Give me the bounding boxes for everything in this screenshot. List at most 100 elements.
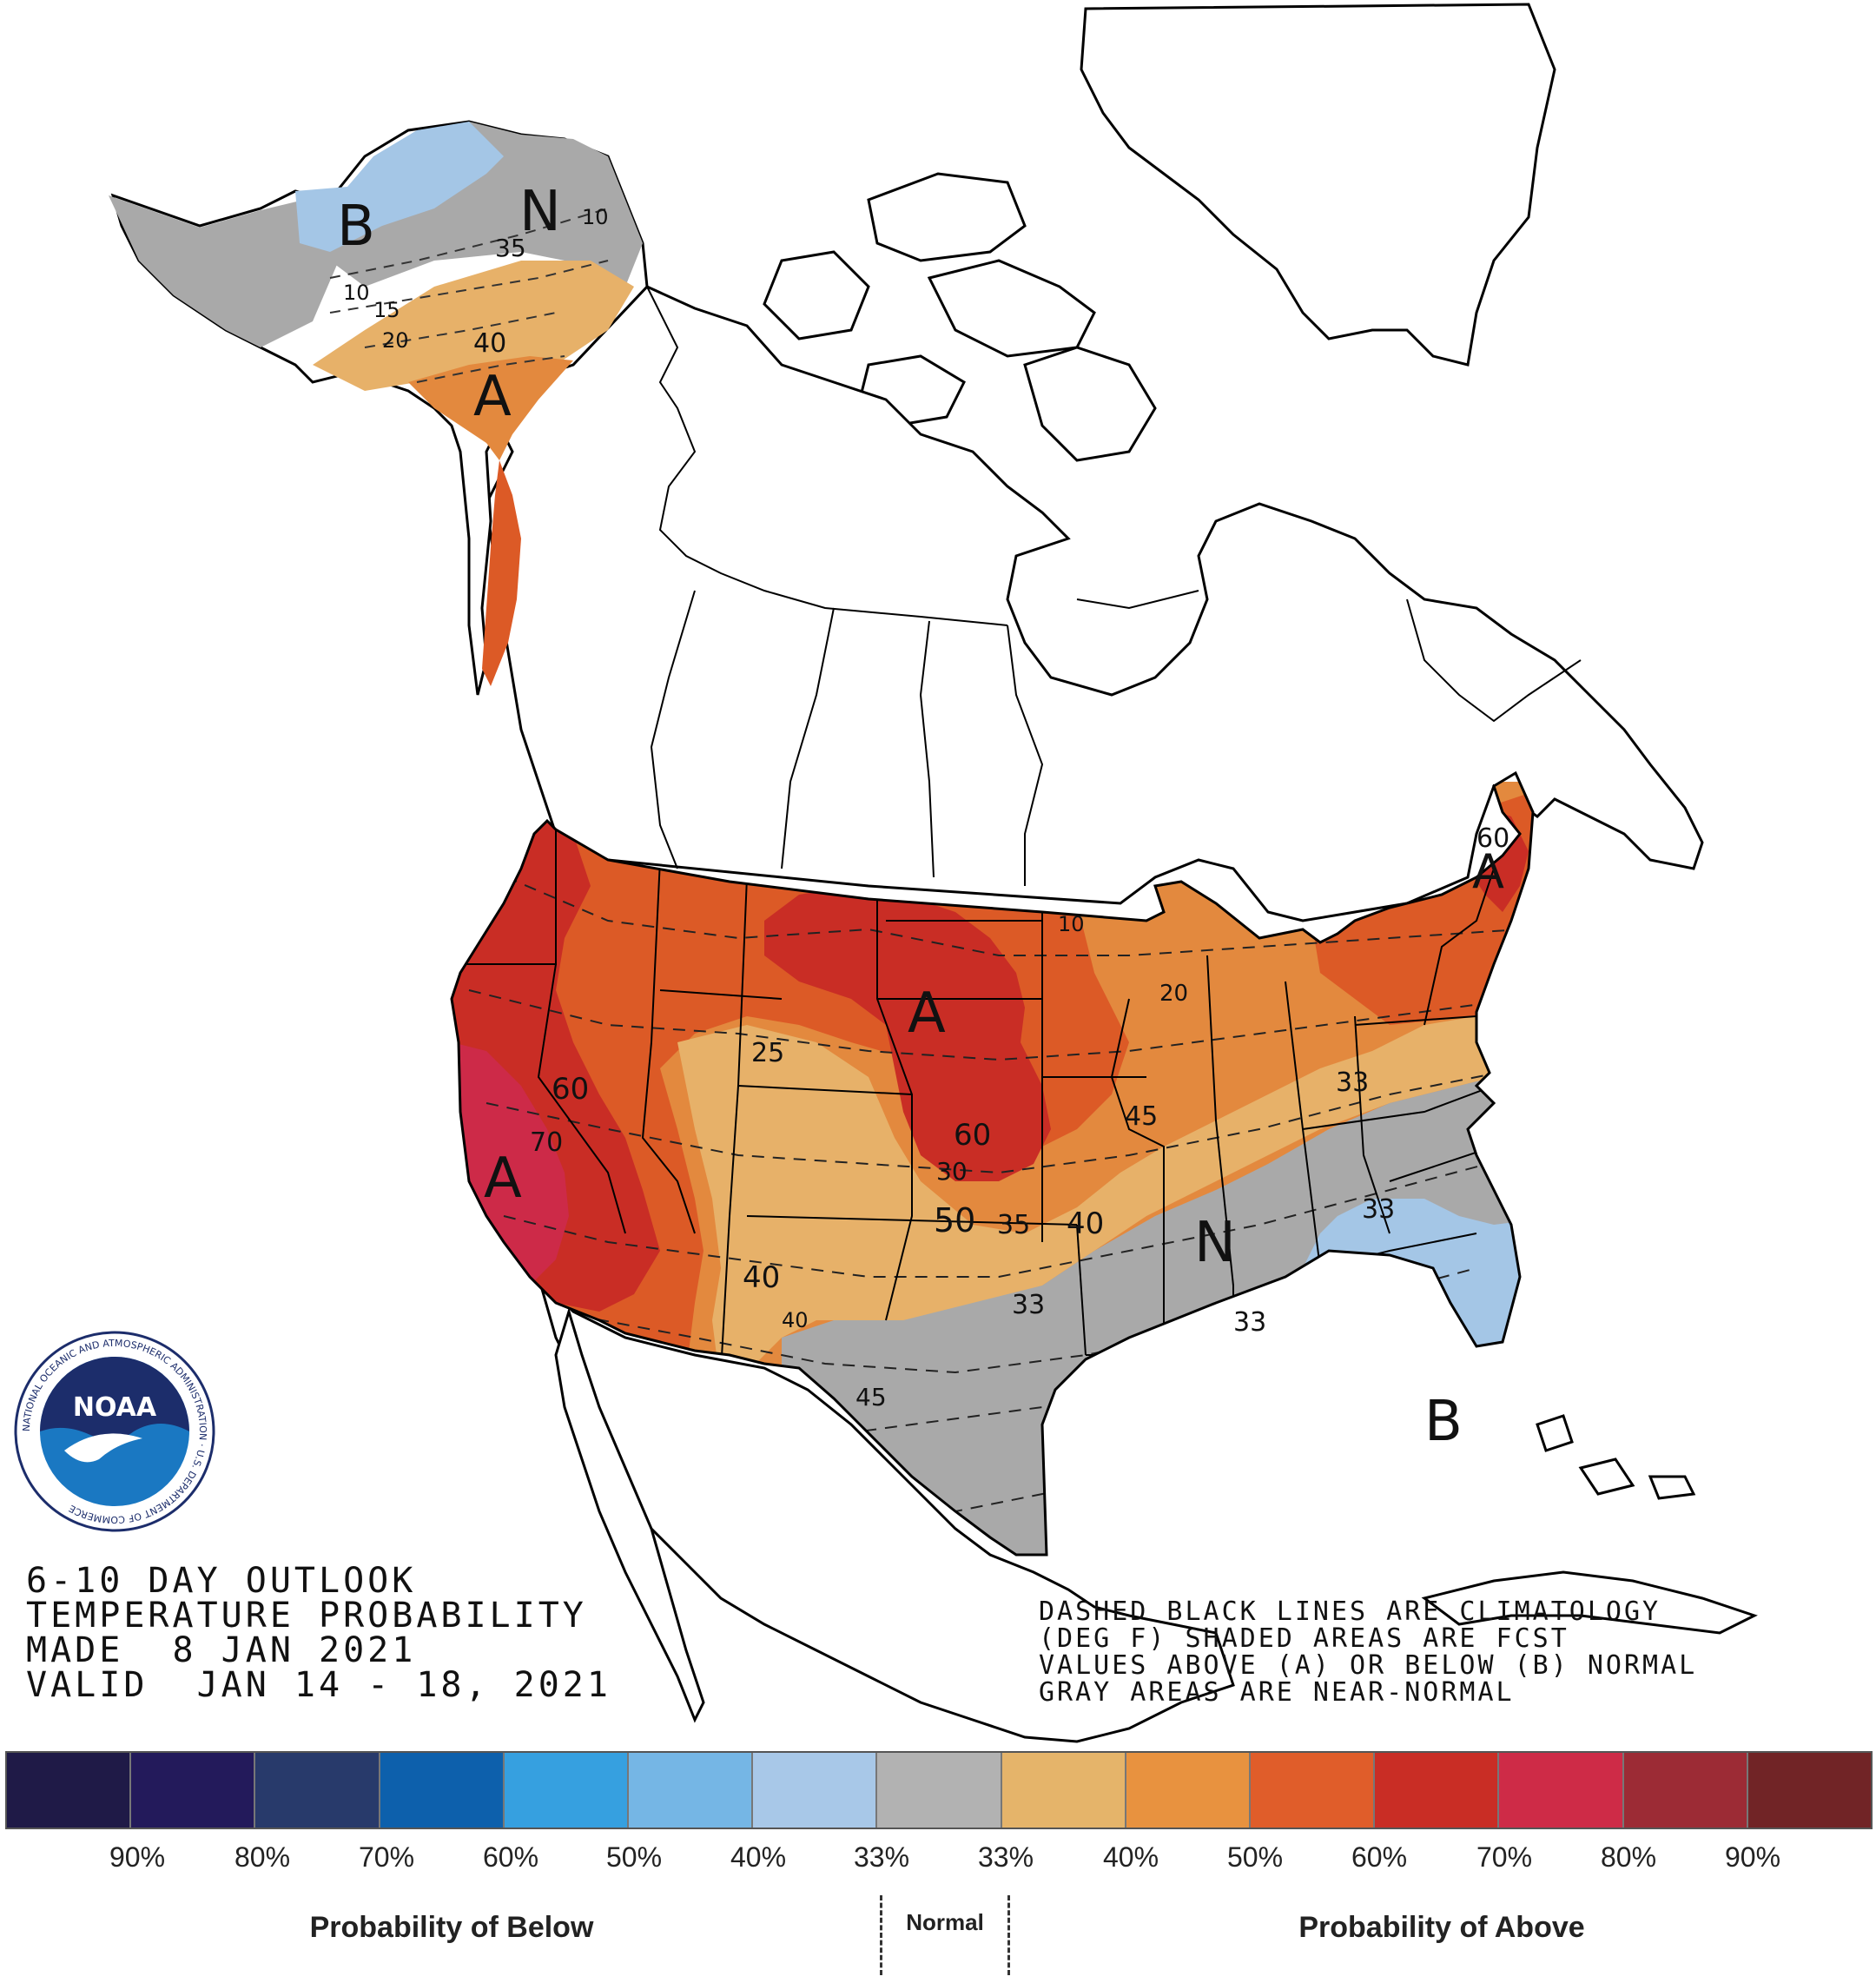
- valid-range: VALID JAN 14 - 18, 2021: [26, 1665, 611, 1705]
- island-outline: [1648, 1475, 1696, 1500]
- outlook-map: B N A A A A N B 35 40 10 10 15 20 25 60 …: [109, 3, 1758, 1743]
- below-caption: Probability of Below: [309, 1911, 594, 1944]
- climatology-lines: [468, 868, 1521, 1530]
- legend-below-label: 80%: [234, 1841, 291, 1873]
- contour-label: 50: [934, 1201, 975, 1239]
- noaa-logo-text: NOAA: [73, 1392, 157, 1423]
- contour-label: 33: [1233, 1307, 1266, 1338]
- above-60-northern-plains: [764, 886, 1051, 1181]
- alaska-below-letter: B: [337, 195, 375, 259]
- legend-swatch: [7, 1753, 132, 1828]
- legend-swatch: [1001, 1753, 1126, 1828]
- above-caption: Probability of Above: [1298, 1911, 1585, 1944]
- contour-label: 30: [936, 1157, 968, 1186]
- legend-below-label: 70%: [358, 1841, 415, 1873]
- contour-label: 33: [1362, 1194, 1395, 1225]
- contour-label: 40: [743, 1260, 780, 1295]
- contour-label: 15: [373, 298, 400, 322]
- greenland-outline: [1080, 3, 1556, 367]
- legend-swatch: [1251, 1753, 1376, 1828]
- note-line: VALUES ABOVE (A) OR BELOW (B) NORMAL: [1039, 1650, 1698, 1681]
- contour-label: 33: [1012, 1290, 1045, 1320]
- contour-label: 20: [382, 328, 409, 353]
- contour-label: 40: [782, 1308, 809, 1332]
- region-letters: B N A A A A N B: [337, 180, 1504, 1454]
- island-outline: [1578, 1458, 1635, 1496]
- alaska-shading: [109, 122, 643, 686]
- legend-swatch: [1375, 1753, 1500, 1828]
- map-notes: DASHED BLACK LINES ARE CLIMATOLOGY (DEG …: [1039, 1598, 1697, 1706]
- legend-below-label: 40%: [730, 1841, 787, 1873]
- plains-above-letter: A: [908, 982, 946, 1046]
- legend-below-label: 33%: [853, 1841, 910, 1873]
- made-date: MADE 8 JAN 2021: [26, 1630, 417, 1670]
- contour-label: 45: [855, 1383, 887, 1411]
- noaa-logo: NATIONAL OCEANIC AND ATMOSPHERIC ADMINIS…: [14, 1331, 215, 1532]
- outlook-title: 6-10 DAY OUTLOOK: [26, 1561, 417, 1601]
- legend-swatch: [1499, 1753, 1624, 1828]
- legend-above-label: 60%: [1351, 1841, 1408, 1873]
- baja-outline: [554, 1306, 705, 1723]
- legend-above-label: 33%: [977, 1841, 1034, 1873]
- note-line: (DEG F) SHADED AREAS ARE FCST: [1039, 1623, 1569, 1654]
- central-normal-letter: N: [1194, 1211, 1236, 1275]
- alaska-above-33: [313, 261, 634, 391]
- contour-label: 33: [1336, 1068, 1369, 1098]
- alaska-above-40: [408, 356, 573, 460]
- legend-swatch: [131, 1753, 256, 1828]
- legend-swatch: [1747, 1753, 1872, 1828]
- contour-label: 60: [552, 1072, 589, 1107]
- legend-above-label: 50%: [1226, 1841, 1284, 1873]
- contour-label: 40: [1067, 1206, 1104, 1241]
- legend-below-label: 60%: [482, 1841, 539, 1873]
- legend-below-label: 50%: [605, 1841, 663, 1873]
- conus-outline: [450, 770, 1535, 1557]
- legend-swatch: [255, 1753, 380, 1828]
- florida-below-letter: B: [1424, 1390, 1463, 1454]
- contour-label: 40: [473, 328, 506, 359]
- above-33-band: [677, 1016, 1529, 1390]
- arctic-island-outline: [927, 259, 1096, 358]
- contour-label: 60: [1476, 823, 1509, 854]
- legend-swatch: [1126, 1753, 1252, 1828]
- alaska-near-normal: [109, 195, 339, 347]
- legend-swatch: [504, 1753, 630, 1828]
- legend-below-label: 90%: [109, 1841, 166, 1873]
- alaska-normal-letter: N: [519, 180, 561, 244]
- contour-label: 10: [582, 205, 609, 229]
- arctic-island-outline: [763, 250, 870, 340]
- note-line: GRAY AREAS ARE NEAR-NORMAL: [1039, 1677, 1515, 1708]
- contour-labels: 35 40 10 10 15 20 25 60 70 60 30 50 35 4…: [343, 205, 1509, 1411]
- outlook-title-block: 6-10 DAY OUTLOOK TEMPERATURE PROBABILITY…: [26, 1563, 611, 1702]
- legend-above-label: 80%: [1600, 1841, 1657, 1873]
- legend-swatch: [753, 1753, 878, 1828]
- legend-above-label: 90%: [1724, 1841, 1781, 1873]
- probability-legend-bar: [5, 1751, 1873, 1829]
- contour-label: 60: [954, 1118, 991, 1153]
- legend-divider-right: [1007, 1895, 1010, 1975]
- legend-divider-left: [880, 1895, 882, 1975]
- contour-label: 70: [530, 1127, 563, 1158]
- normal-caption: Normal: [906, 1909, 984, 1935]
- alaska-below-33: [295, 122, 504, 252]
- island-outline: [1536, 1414, 1574, 1452]
- province-boundaries: [646, 286, 1582, 886]
- contour-label: 25: [751, 1038, 784, 1068]
- contour-label: 35: [495, 234, 526, 262]
- contour-label: 10: [343, 281, 370, 305]
- contour-label: 10: [1058, 912, 1085, 936]
- arctic-island-outline: [867, 172, 1027, 262]
- legend-swatch: [629, 1753, 754, 1828]
- legend-above-label: 40%: [1102, 1841, 1159, 1873]
- legend-swatch: [1623, 1753, 1748, 1828]
- alaska-above-letter: A: [473, 365, 512, 429]
- contour-label: 20: [1159, 981, 1188, 1007]
- canada-outline: [485, 285, 1704, 922]
- legend-swatch: [877, 1753, 1002, 1828]
- alaska-climatology-lines: [329, 208, 609, 383]
- note-line: DASHED BLACK LINES ARE CLIMATOLOGY: [1039, 1596, 1661, 1627]
- northeast-above-letter: A: [1472, 844, 1504, 899]
- arctic-island-outline: [1023, 346, 1157, 462]
- alaska-panhandle-above-50: [482, 460, 521, 686]
- west-above-letter: A: [484, 1147, 522, 1211]
